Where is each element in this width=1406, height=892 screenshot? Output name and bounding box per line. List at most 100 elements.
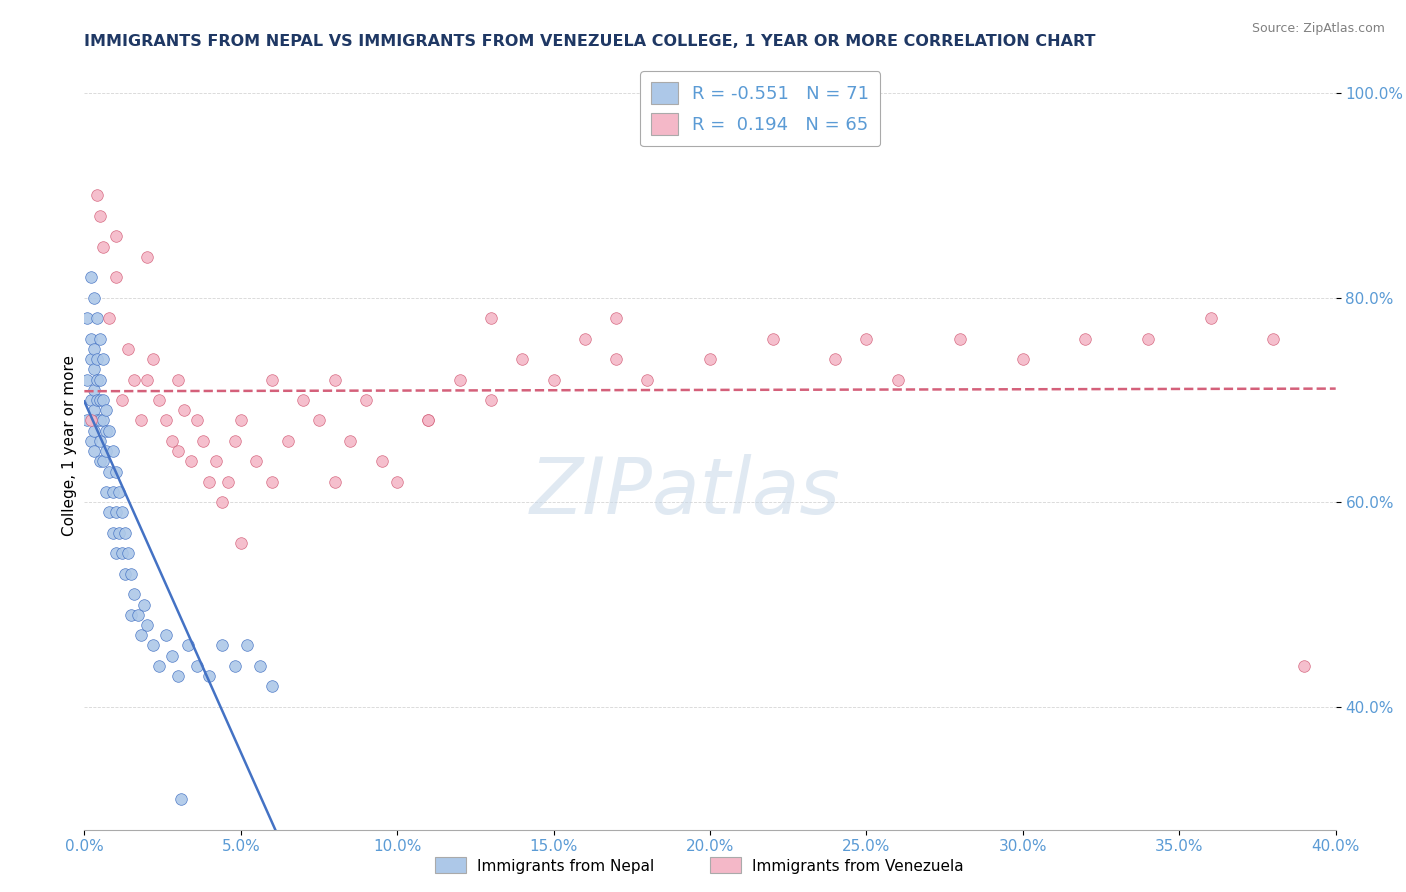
Point xyxy=(91,413,114,427)
Point xyxy=(155,413,177,427)
Text: ZIPatlas: ZIPatlas xyxy=(530,454,841,530)
Point xyxy=(104,465,127,479)
Point xyxy=(79,352,101,367)
Point xyxy=(79,413,101,427)
Point xyxy=(418,413,440,427)
Point xyxy=(89,332,111,346)
Point xyxy=(142,639,165,653)
Point xyxy=(354,392,377,407)
Point xyxy=(76,372,98,386)
Point xyxy=(198,669,221,683)
Point xyxy=(824,352,846,367)
Point xyxy=(86,352,108,367)
Point xyxy=(89,434,111,448)
Point xyxy=(262,679,284,693)
Point xyxy=(1199,311,1222,326)
Point xyxy=(385,475,409,489)
Text: Immigrants from Nepal: Immigrants from Nepal xyxy=(477,859,654,873)
Text: IMMIGRANTS FROM NEPAL VS IMMIGRANTS FROM VENEZUELA COLLEGE, 1 YEAR OR MORE CORRE: IMMIGRANTS FROM NEPAL VS IMMIGRANTS FROM… xyxy=(84,34,1095,49)
Point xyxy=(167,372,190,386)
Point xyxy=(637,372,659,386)
Point xyxy=(1294,659,1316,673)
Point xyxy=(101,525,124,540)
Point xyxy=(148,659,170,673)
Point xyxy=(127,607,149,622)
Point xyxy=(855,332,877,346)
Point xyxy=(91,352,114,367)
Point xyxy=(86,311,108,326)
Point xyxy=(236,639,259,653)
Point xyxy=(89,209,111,223)
Point xyxy=(101,485,124,500)
Point xyxy=(323,475,346,489)
Point xyxy=(148,392,170,407)
Point xyxy=(83,362,105,376)
Point xyxy=(83,403,105,417)
Point xyxy=(120,566,142,581)
Point xyxy=(96,424,118,438)
Point xyxy=(167,669,190,683)
Point xyxy=(224,434,246,448)
Point xyxy=(129,628,152,642)
Point xyxy=(86,392,108,407)
Point xyxy=(512,352,534,367)
Point xyxy=(91,392,114,407)
Point xyxy=(245,454,267,468)
Point xyxy=(89,372,111,386)
Point xyxy=(96,485,118,500)
Point xyxy=(605,311,627,326)
Point xyxy=(111,392,134,407)
Point xyxy=(180,454,202,468)
Point xyxy=(142,352,165,367)
Point xyxy=(193,434,215,448)
Point xyxy=(211,639,233,653)
Point xyxy=(198,475,221,489)
Point xyxy=(949,332,972,346)
Point xyxy=(167,444,190,458)
Point xyxy=(277,434,299,448)
Point xyxy=(292,392,315,407)
Point xyxy=(111,546,134,560)
Point xyxy=(114,525,136,540)
Point xyxy=(1263,332,1285,346)
Point xyxy=(104,546,127,560)
Point xyxy=(323,372,346,386)
Point xyxy=(124,587,146,601)
Point xyxy=(229,536,252,550)
Point xyxy=(170,792,193,806)
Point xyxy=(79,434,101,448)
Point xyxy=(83,383,105,397)
Point xyxy=(79,332,101,346)
Point xyxy=(1012,352,1035,367)
Point xyxy=(86,413,108,427)
Point xyxy=(155,628,177,642)
Point xyxy=(262,475,284,489)
Point xyxy=(543,372,565,386)
Point xyxy=(136,372,159,386)
Point xyxy=(249,659,271,673)
Point xyxy=(104,270,127,285)
Point xyxy=(83,291,105,305)
Point xyxy=(79,392,101,407)
Point xyxy=(224,659,246,673)
Point xyxy=(79,270,101,285)
Text: Immigrants from Venezuela: Immigrants from Venezuela xyxy=(752,859,965,873)
Point xyxy=(605,352,627,367)
Point xyxy=(262,372,284,386)
Point xyxy=(229,413,252,427)
Point xyxy=(173,403,195,417)
Point xyxy=(83,424,105,438)
Point xyxy=(107,485,129,500)
Point xyxy=(217,475,239,489)
Point xyxy=(132,598,155,612)
Point xyxy=(86,188,108,202)
Point xyxy=(160,648,183,663)
Point xyxy=(211,495,233,509)
Point xyxy=(104,229,127,244)
Point xyxy=(104,506,127,520)
Point xyxy=(186,413,208,427)
Point xyxy=(98,311,121,326)
Point xyxy=(699,352,721,367)
Point xyxy=(76,413,98,427)
Point xyxy=(1136,332,1159,346)
